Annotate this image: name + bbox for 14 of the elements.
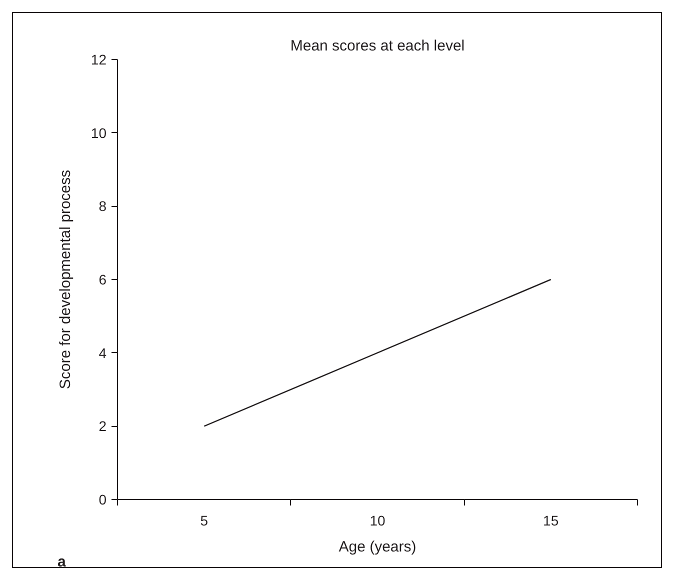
y-tick-label: 2 xyxy=(98,418,107,434)
y-tick-label: 8 xyxy=(98,198,107,214)
x-tick-label: 10 xyxy=(370,512,386,528)
y-tick-label: 0 xyxy=(98,492,107,508)
text: a xyxy=(58,554,66,570)
y-tick-label: 4 xyxy=(98,344,107,361)
x-tick-label: 5 xyxy=(200,512,208,528)
y-tick-label: 6 xyxy=(98,272,107,288)
y-tick-label: 10 xyxy=(90,124,107,141)
y-axis-title: Score for developmental process xyxy=(56,170,74,390)
x-tick-label: 15 xyxy=(543,512,559,528)
x-axis-title: Age (years) xyxy=(338,538,416,556)
y-tick-label: 12 xyxy=(90,52,107,68)
chart-title: Mean scores at each level xyxy=(290,38,465,54)
